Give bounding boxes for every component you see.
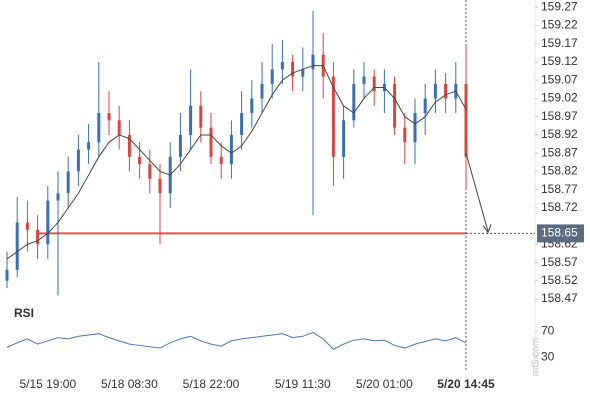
- candle-body: [403, 127, 407, 143]
- y-tick-label: 158.57: [541, 255, 578, 269]
- price-label-box: [537, 224, 584, 243]
- candle-body: [138, 156, 142, 165]
- candle-body: [250, 98, 254, 114]
- rsi-title: RSI: [14, 306, 34, 320]
- candle-body: [15, 222, 19, 270]
- candle-body: [423, 98, 427, 114]
- rsi-tick-label: 30: [541, 349, 555, 363]
- y-tick-label: 159.12: [541, 54, 578, 68]
- arrow-head: [482, 224, 492, 234]
- candle-body: [25, 222, 29, 230]
- x-tick-label: 5/18 08:30: [101, 377, 158, 391]
- candle-body: [291, 62, 295, 77]
- candle-body: [444, 83, 448, 99]
- candle-body: [413, 113, 417, 143]
- y-tick-label: 158.87: [541, 145, 578, 159]
- candle-body: [362, 76, 366, 84]
- y-tick-label: 159.27: [541, 0, 578, 13]
- y-tick-label: 159.02: [541, 91, 578, 105]
- x-tick-label: 5/18 22:00: [183, 377, 240, 391]
- candle-body: [158, 178, 162, 194]
- candle-body: [56, 193, 60, 201]
- candle-body: [301, 69, 305, 77]
- ma-line: [6, 65, 467, 260]
- candle-body: [352, 83, 356, 121]
- candle-body: [117, 120, 121, 135]
- candle-body: [433, 83, 437, 99]
- candle-body: [66, 171, 70, 194]
- x-tick-label: 5/15 19:00: [19, 377, 76, 391]
- y-tick-label: 158.92: [541, 127, 578, 141]
- y-tick-label: 158.52: [541, 273, 578, 287]
- candle-body: [464, 83, 468, 157]
- y-tick-label: 159.07: [541, 72, 578, 86]
- x-tick-label: 5/20 14:45: [437, 377, 495, 391]
- candle-body: [280, 62, 284, 70]
- candle-body: [178, 134, 182, 157]
- candle-body: [127, 134, 131, 157]
- candle-body: [342, 120, 346, 157]
- rsi-line: [6, 331, 467, 350]
- candle-body: [199, 105, 203, 128]
- candle-body: [260, 83, 264, 99]
- price-label: 158.65: [541, 226, 578, 240]
- candle-body: [189, 105, 193, 135]
- candle-body: [97, 113, 101, 143]
- candle-body: [372, 76, 376, 92]
- candle-body: [87, 142, 91, 150]
- candle-body: [393, 83, 397, 128]
- candle-body: [229, 134, 233, 165]
- candle-body: [209, 127, 213, 157]
- y-tick-label: 159.22: [541, 18, 578, 32]
- candle-body: [36, 229, 40, 245]
- candle-body: [240, 113, 244, 135]
- y-tick-label: 159.17: [541, 36, 578, 50]
- candle-body: [311, 54, 315, 70]
- candle-body: [270, 69, 274, 84]
- y-tick-label: 158.82: [541, 164, 578, 178]
- candle-body: [46, 200, 50, 245]
- candle-body: [148, 164, 152, 179]
- candle-body: [219, 156, 223, 165]
- y-tick-label: 158.77: [541, 182, 578, 196]
- arrow: [465, 152, 489, 232]
- rsi-tick-label: 70: [541, 323, 555, 337]
- y-tick-label: 158.97: [541, 109, 578, 123]
- candle-body: [331, 76, 335, 157]
- candle-body: [5, 269, 9, 281]
- x-tick-label: 5/19 11:30: [275, 377, 331, 391]
- candle-body: [107, 113, 111, 121]
- x-tick-label: 5/20 01:00: [356, 377, 413, 391]
- y-tick-label: 158.72: [541, 200, 578, 214]
- candle-body: [76, 149, 80, 172]
- y-tick-label: 158.47: [541, 291, 578, 305]
